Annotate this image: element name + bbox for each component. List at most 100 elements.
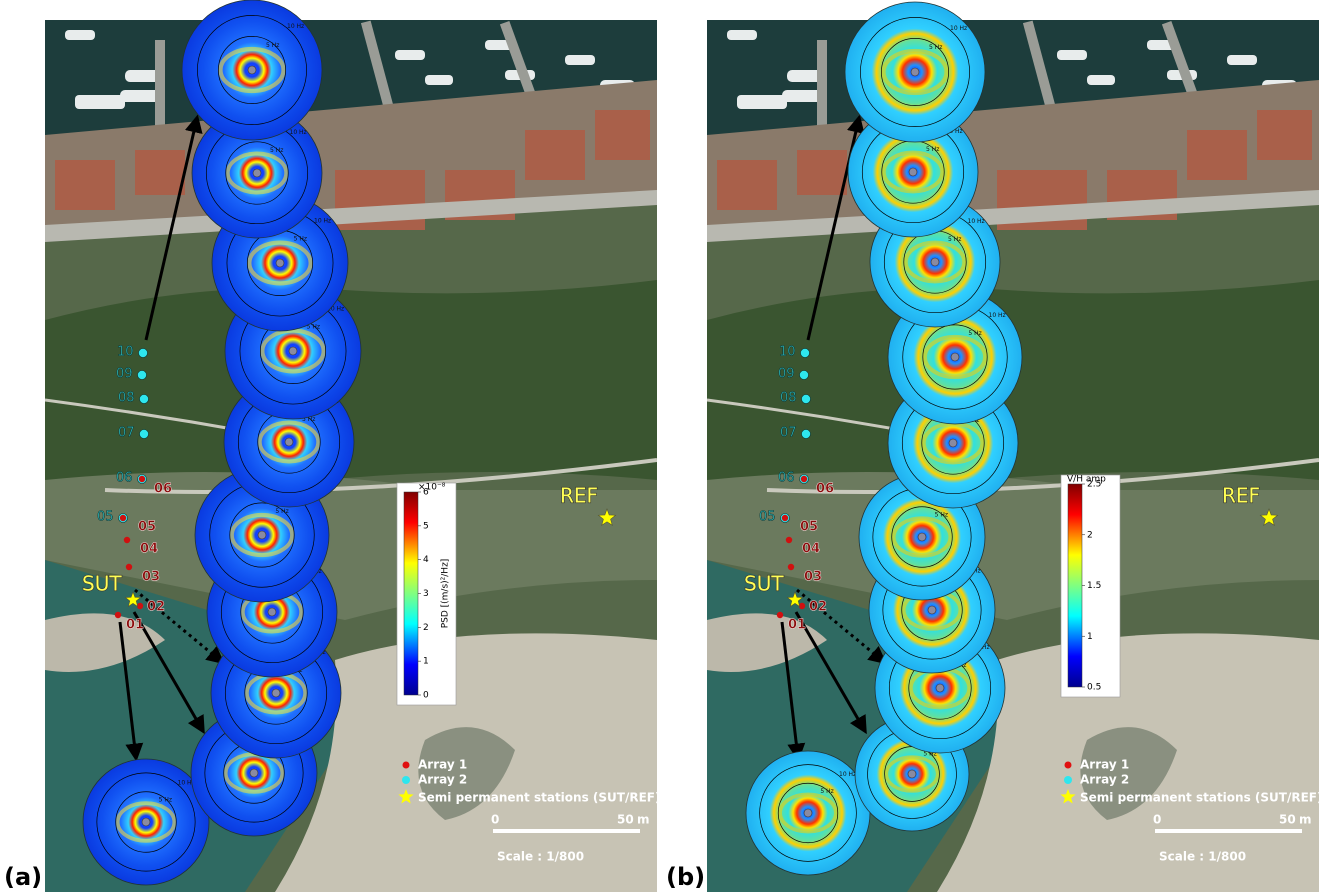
array2-label: 07 bbox=[118, 426, 135, 441]
polar-label: 10 Hz bbox=[314, 217, 331, 224]
colorbar-tick-label: 5 bbox=[423, 521, 429, 531]
polar-ring bbox=[759, 764, 857, 862]
arrow bbox=[144, 114, 203, 341]
panel-label: (b) bbox=[666, 863, 705, 891]
colorbar-tick-label: 1.5 bbox=[1087, 581, 1101, 591]
polar-ring bbox=[197, 15, 307, 125]
polar-center bbox=[249, 768, 259, 778]
array2-station bbox=[139, 394, 149, 404]
polar-center bbox=[950, 352, 960, 362]
scale-start: 0 bbox=[1153, 813, 1161, 827]
site-star bbox=[1259, 508, 1279, 526]
polar-label: 10 Hz bbox=[287, 23, 304, 30]
legend-label: Array 2 bbox=[1080, 773, 1129, 787]
array1-station bbox=[798, 602, 806, 610]
polar-center bbox=[271, 688, 281, 698]
polar-center bbox=[257, 530, 267, 540]
array2-station bbox=[801, 429, 811, 439]
polar-label: 10 Hz bbox=[327, 305, 344, 312]
array1-station bbox=[136, 602, 144, 610]
scale-end: 50 bbox=[617, 813, 634, 827]
colorbar-exponent: ×10⁻⁸ bbox=[418, 483, 446, 493]
array2-label: 05 bbox=[759, 510, 776, 525]
polar-lobe bbox=[225, 151, 289, 195]
legend-dot bbox=[1064, 761, 1072, 769]
polar-plot: 10 Hz 5 Hz bbox=[82, 758, 210, 886]
colorbar-tick-label: 4 bbox=[423, 555, 429, 565]
array1-station bbox=[800, 475, 808, 483]
array2-label: 07 bbox=[780, 426, 797, 441]
polar-label: 5 Hz bbox=[923, 751, 936, 758]
colorbar-tick-label: 1 bbox=[423, 657, 429, 667]
array2-label: 10 bbox=[117, 345, 134, 360]
scale-unit: m bbox=[637, 813, 650, 827]
polar-lobe bbox=[884, 755, 940, 793]
polar-label: 10 Hz bbox=[946, 128, 963, 135]
polar-center bbox=[948, 438, 958, 448]
colorbar-tick-label: 1 bbox=[1087, 632, 1093, 642]
array1-label: 04 bbox=[140, 542, 158, 557]
colorbar bbox=[403, 491, 419, 696]
array1-label: 05 bbox=[138, 520, 156, 535]
site-star bbox=[597, 508, 617, 526]
site-label: SUT bbox=[82, 572, 122, 596]
polar-label: 10 Hz bbox=[839, 771, 856, 778]
polar-center bbox=[247, 65, 257, 75]
polar-label: 5 Hz bbox=[935, 511, 948, 518]
colorbar-tick-label: 0 bbox=[423, 691, 429, 701]
array2-station bbox=[800, 348, 810, 358]
legend-dot bbox=[1064, 776, 1072, 784]
polar-label: 10 Hz bbox=[290, 129, 307, 136]
polar-label: 5 Hz bbox=[266, 42, 279, 49]
polar-label: 5 Hz bbox=[968, 330, 981, 337]
legend-dot bbox=[402, 776, 410, 784]
scale-unit: m bbox=[1299, 813, 1312, 827]
polar-ring bbox=[922, 324, 988, 390]
polar-ring bbox=[860, 17, 970, 127]
array1-station bbox=[781, 514, 789, 522]
polar-lobe bbox=[778, 792, 838, 834]
polar-lobe bbox=[257, 420, 321, 464]
site-label: REF bbox=[1222, 484, 1260, 508]
array1-station bbox=[776, 611, 784, 619]
legend-dot bbox=[402, 761, 410, 769]
legend-label: Array 1 bbox=[418, 758, 467, 772]
array1-station bbox=[787, 563, 795, 571]
array2-label: 09 bbox=[116, 367, 133, 382]
site-label: REF bbox=[560, 484, 598, 508]
colorbar-tick-label: 0.5 bbox=[1087, 683, 1101, 693]
legend-star bbox=[1060, 789, 1076, 804]
polar-center bbox=[908, 167, 918, 177]
array1-label: 05 bbox=[800, 520, 818, 535]
polar-label: 5 Hz bbox=[948, 236, 961, 243]
panel-label: (a) bbox=[4, 863, 42, 891]
array1-label: 01 bbox=[126, 618, 144, 633]
polar-lobe bbox=[903, 240, 967, 284]
polar-ring bbox=[881, 38, 949, 106]
polar-plot: 10 Hz 5 Hz bbox=[847, 106, 979, 238]
polar-lobe bbox=[115, 801, 177, 843]
array1-station bbox=[125, 563, 133, 571]
array1-station bbox=[785, 536, 793, 544]
polar-lobe bbox=[881, 150, 945, 194]
polar-label: 10 Hz bbox=[989, 312, 1006, 319]
array2-station bbox=[799, 370, 809, 380]
polar-label: 5 Hz bbox=[307, 324, 320, 331]
polar-center bbox=[917, 532, 927, 542]
colorbar bbox=[1067, 483, 1083, 688]
polar-plot: 10 Hz 5 Hz bbox=[181, 0, 323, 141]
polar-ring bbox=[218, 36, 286, 104]
array1-station bbox=[138, 475, 146, 483]
site-label: SUT bbox=[744, 572, 784, 596]
array2-label: 08 bbox=[118, 391, 135, 406]
colorbar-tick-label: 6 bbox=[423, 488, 429, 498]
array1-label: 01 bbox=[788, 618, 806, 633]
arrow bbox=[134, 588, 225, 665]
polar-center bbox=[935, 683, 945, 693]
polar-center bbox=[267, 607, 277, 617]
array2-label: 08 bbox=[780, 391, 797, 406]
array2-station bbox=[138, 348, 148, 358]
polar-label: 5 Hz bbox=[270, 147, 283, 154]
array1-label: 02 bbox=[147, 600, 165, 615]
